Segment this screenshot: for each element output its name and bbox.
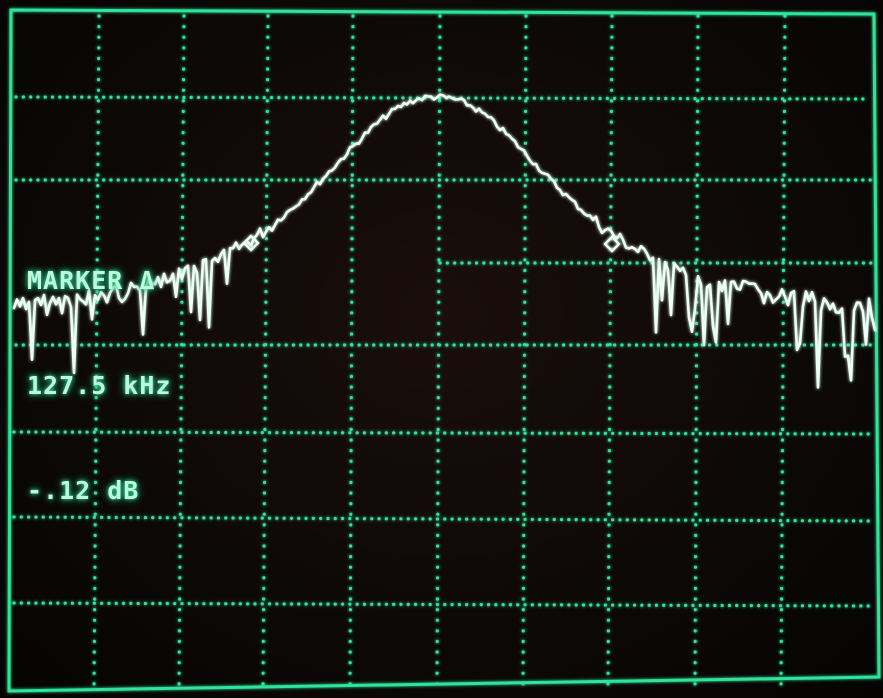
graticule-v-3 <box>261 14 270 692</box>
graticule-v-7 <box>606 14 614 692</box>
marker-title: MARKER Δ <box>27 266 156 295</box>
graticule-v-5 <box>435 14 442 692</box>
graticule <box>7 8 881 693</box>
graticule-v-4 <box>348 14 355 692</box>
marker-reference-diamond <box>242 234 260 252</box>
marker-readout: MARKER Δ 127.5 kHz -.12 dB <box>27 193 171 578</box>
marker-delta-diamond <box>603 235 621 253</box>
graticule-v-9 <box>779 14 787 692</box>
graticule-v-2 <box>177 14 186 692</box>
marker-level: -.12 dB <box>27 476 140 505</box>
screen-border <box>7 8 881 693</box>
spectrum-trace <box>12 93 877 389</box>
graticule-v-6 <box>521 14 528 692</box>
graticule-h-7 <box>12 601 875 608</box>
graticule-h-1 <box>14 95 872 101</box>
marker-frequency: 127.5 kHz <box>27 371 172 400</box>
graticule-h-5 <box>12 430 875 436</box>
graticule-v-8 <box>693 14 700 692</box>
graticule-h-6 <box>12 515 875 523</box>
graticule-v-1 <box>92 14 101 692</box>
trace-layer <box>12 93 877 389</box>
